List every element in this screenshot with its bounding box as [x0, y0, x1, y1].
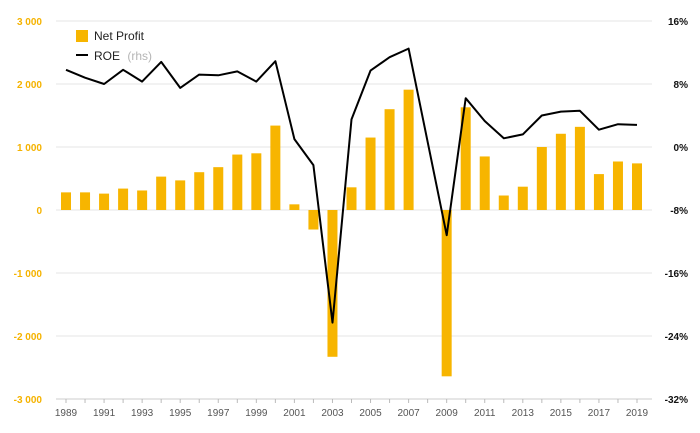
x-tick-label: 1995 — [169, 408, 192, 419]
net-profit-bar — [270, 125, 281, 210]
x-tick-label: 2013 — [512, 408, 535, 419]
y-left-tick-label: 2 000 — [17, 80, 42, 91]
y-right-tick-label: 8% — [674, 80, 689, 91]
net-profit-bars — [61, 89, 642, 377]
net-profit-bar — [536, 147, 547, 210]
net-profit-bar — [346, 187, 357, 210]
net-profit-bar — [441, 210, 452, 377]
axes: 3 000 2 000 1 000 0 -1 000 -2 000 -3 000 16% 8% 0… — [14, 17, 688, 419]
net-profit-bar — [308, 210, 319, 230]
net-profit-bar — [555, 133, 566, 210]
net-profit-bar — [517, 186, 528, 210]
legend-net-profit-label: Net Profit — [94, 29, 145, 43]
net-profit-bar — [498, 195, 509, 210]
legend: Net Profit ROE (rhs) — [76, 29, 152, 63]
y-right-tick-label: -16% — [665, 269, 688, 280]
x-tick-label: 2005 — [359, 408, 382, 419]
y-left-tick-label: -3 000 — [14, 395, 43, 406]
net-profit-bar — [137, 190, 148, 210]
net-profit-bar — [460, 107, 471, 210]
net-profit-bar — [232, 154, 243, 210]
x-tick-label: 2017 — [588, 408, 611, 419]
legend-net-profit-swatch — [76, 30, 88, 42]
net-profit-bar — [384, 109, 395, 210]
net-profit-bar — [479, 156, 490, 210]
net-profit-bar — [118, 188, 129, 210]
y-right-tick-label: 0% — [674, 143, 689, 154]
y-left-tick-label: 3 000 — [17, 17, 42, 28]
x-tick-label: 2019 — [626, 408, 649, 419]
net-profit-bar — [80, 192, 91, 210]
net-profit-bar — [251, 153, 262, 210]
y-right-tick-label: -32% — [665, 395, 688, 406]
x-tick-label: 2001 — [283, 408, 306, 419]
x-tick-label: 1997 — [207, 408, 230, 419]
x-tick-label: 2011 — [474, 408, 496, 419]
net-profit-bar — [612, 161, 623, 210]
x-tick-label: 1999 — [245, 408, 268, 419]
roe-line — [65, 47, 638, 324]
x-tick-label: 1989 — [55, 408, 78, 419]
x-tick-label: 2009 — [436, 408, 459, 419]
net-profit-bar — [213, 167, 224, 210]
net-profit-bar — [574, 126, 585, 210]
net-profit-bar — [99, 193, 110, 210]
y-left-tick-label: 1 000 — [17, 143, 42, 154]
legend-roe-text: ROE (rhs) — [94, 49, 152, 63]
x-tick-label: 2015 — [550, 408, 573, 419]
net-profit-bar — [365, 137, 376, 210]
x-tick-label: 2003 — [321, 408, 344, 419]
net-profit-bar — [593, 174, 604, 210]
legend-roe-label: ROE — [94, 49, 120, 63]
y-right-tick-label: -24% — [665, 332, 688, 343]
net-profit-bar — [403, 89, 414, 210]
net-profit-bar — [194, 172, 205, 210]
x-tick-label: 1993 — [131, 408, 154, 419]
net-profit-bar — [156, 176, 167, 210]
x-tick-label: 1991 — [93, 408, 116, 419]
net-profit-bar — [61, 192, 71, 210]
legend-roe-rhs-suffix: (rhs) — [127, 49, 152, 63]
y-right-tick-label: 16% — [668, 17, 688, 28]
y-right-tick-label: -8% — [670, 206, 688, 217]
x-tick-label: 2007 — [397, 408, 420, 419]
y-left-tick-label: -2 000 — [14, 332, 43, 343]
net-profit-bar — [289, 204, 300, 210]
net-profit-bar — [632, 163, 642, 210]
roe-line-series — [65, 47, 638, 324]
net-profit-bar — [175, 180, 186, 210]
y-left-tick-label: -1 000 — [14, 269, 43, 280]
y-left-tick-label: 0 — [36, 206, 42, 217]
net-profit-bar — [327, 210, 338, 357]
